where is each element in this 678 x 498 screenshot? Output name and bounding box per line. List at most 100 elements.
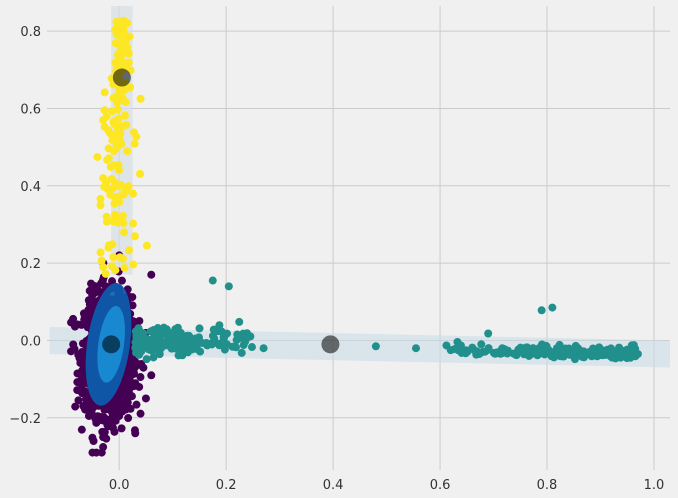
data-point (127, 392, 136, 401)
data-point (124, 49, 133, 58)
data-point (484, 329, 493, 338)
data-point (108, 262, 117, 271)
data-point (157, 340, 166, 349)
data-point (130, 139, 139, 148)
data-point (503, 349, 512, 358)
data-point (192, 341, 201, 350)
data-point (117, 46, 126, 55)
data-point (516, 344, 525, 353)
data-point (135, 316, 144, 325)
y-tick-label: 0.0 (20, 334, 41, 349)
data-point (108, 408, 117, 417)
data-point (145, 337, 154, 346)
data-point (132, 400, 141, 409)
data-point (147, 371, 156, 380)
data-point (217, 327, 226, 336)
data-point (135, 382, 144, 391)
data-point (87, 279, 96, 288)
data-point (124, 182, 133, 191)
data-point (498, 344, 507, 353)
data-point (71, 402, 80, 411)
data-point (149, 353, 158, 362)
data-point (577, 347, 586, 356)
data-point (106, 190, 115, 199)
data-point (208, 331, 217, 340)
data-point (132, 343, 141, 352)
data-point (162, 325, 171, 334)
data-point (111, 130, 120, 139)
cluster-centers (102, 68, 340, 354)
data-point (150, 330, 159, 339)
y-tick-label: 0.2 (20, 257, 41, 272)
data-point (472, 350, 481, 359)
data-point (555, 349, 564, 358)
data-point (511, 350, 520, 359)
data-point (548, 303, 557, 312)
data-point (124, 414, 133, 423)
data-point (120, 111, 129, 120)
y-tick-label: 0.8 (20, 25, 41, 40)
x-tick-label: 0.6 (430, 478, 451, 493)
data-point (109, 119, 118, 128)
data-point (142, 241, 151, 250)
data-point (586, 347, 595, 356)
data-point (232, 336, 241, 345)
data-point (139, 329, 148, 338)
data-point (100, 182, 109, 191)
data-point (627, 343, 636, 352)
data-point (67, 347, 76, 356)
data-point (119, 28, 128, 37)
data-point (109, 147, 118, 155)
data-point (231, 343, 240, 352)
y-tick-label: −0.2 (9, 412, 41, 427)
data-point (129, 260, 138, 269)
data-point (530, 348, 539, 357)
data-point (106, 419, 115, 428)
data-point (239, 341, 248, 350)
data-point (126, 404, 135, 413)
data-point (99, 174, 108, 183)
data-point (73, 369, 82, 378)
data-point (77, 375, 86, 384)
data-point (116, 181, 125, 190)
data-point (109, 183, 118, 192)
data-point (209, 338, 218, 347)
data-point (98, 276, 107, 285)
data-point (136, 169, 145, 178)
data-point (89, 436, 98, 445)
data-point (542, 349, 551, 358)
data-point (195, 324, 204, 333)
data-point (119, 219, 128, 228)
data-point (99, 443, 108, 452)
data-point (147, 270, 156, 279)
data-point (131, 429, 140, 438)
data-point (247, 343, 256, 352)
data-point (453, 338, 462, 347)
data-point (174, 340, 183, 349)
data-point (97, 256, 106, 265)
data-point (132, 132, 141, 141)
data-point (88, 448, 97, 457)
data-point (491, 349, 500, 358)
data-point (109, 253, 118, 262)
data-point (108, 277, 117, 286)
data-point (371, 342, 380, 351)
data-point (446, 346, 455, 355)
data-point (633, 350, 642, 358)
data-point (69, 314, 78, 323)
data-point (130, 232, 139, 241)
cluster-center (321, 335, 340, 354)
data-point (615, 351, 624, 360)
data-point (164, 340, 173, 349)
data-point (454, 346, 463, 355)
data-point (96, 194, 105, 203)
data-point (104, 243, 113, 252)
data-point (131, 357, 140, 366)
data-point (103, 155, 112, 164)
data-point (119, 254, 128, 263)
data-point (120, 19, 129, 28)
data-point (179, 332, 188, 341)
x-tick-label: 0.2 (216, 478, 237, 493)
data-point (605, 347, 614, 356)
